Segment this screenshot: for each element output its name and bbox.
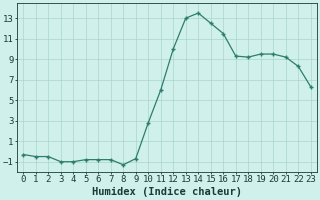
- X-axis label: Humidex (Indice chaleur): Humidex (Indice chaleur): [92, 187, 242, 197]
